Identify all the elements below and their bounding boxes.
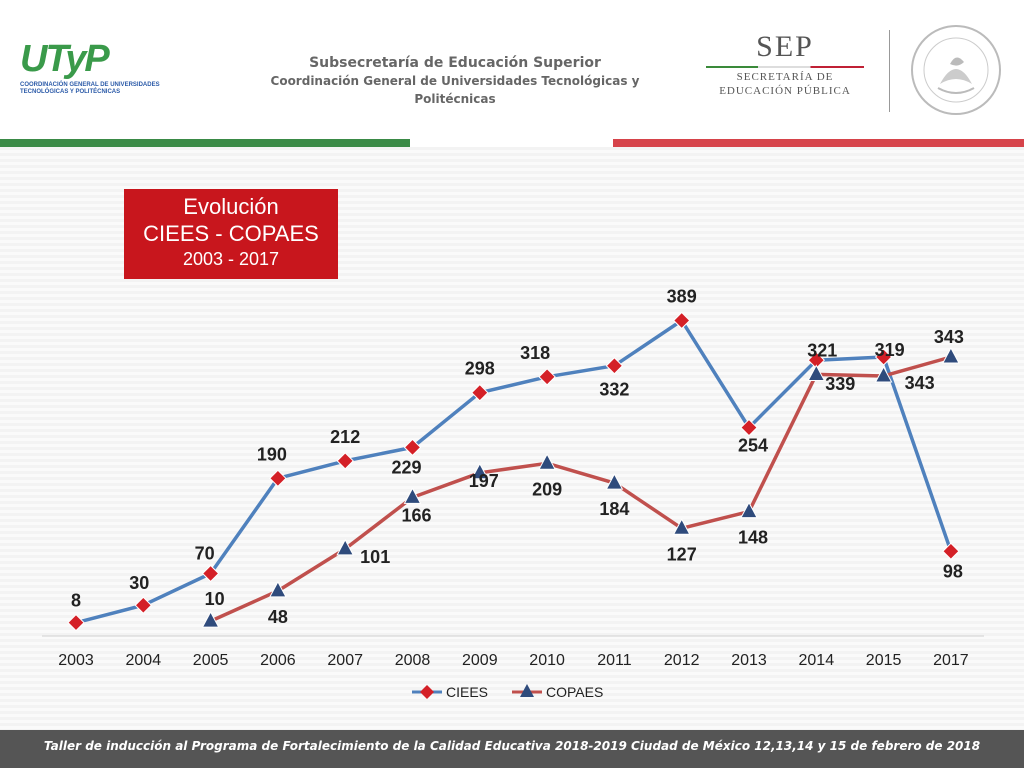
data-label: 209 [532, 479, 562, 499]
ciees-point [942, 542, 960, 560]
utp-logo-subtitle-1: COORDINACIÓN GENERAL DE UNIVERSIDADES [20, 82, 160, 88]
data-label: 343 [905, 373, 935, 393]
data-label: 339 [825, 374, 855, 394]
legend-marker-ciees [420, 685, 434, 699]
footer: Taller de inducción al Programa de Forta… [0, 730, 1024, 768]
data-label: 48 [268, 607, 288, 627]
ciees-point [134, 596, 153, 614]
data-label: 148 [738, 528, 768, 548]
ciees-point [269, 469, 287, 488]
national-seal-icon [911, 25, 1001, 115]
ciees-point [874, 348, 893, 366]
x-tick-label: 2009 [462, 652, 498, 669]
data-label: 229 [391, 457, 421, 477]
footer-text: Taller de inducción al Programa de Forta… [43, 739, 981, 753]
x-tick-label: 2015 [866, 652, 902, 669]
sep-line-2: EDUCACIÓN PÚBLICA [719, 85, 851, 97]
subsecretaria-label: Subsecretaría de Educación Superior [309, 55, 601, 71]
x-tick-label: 2011 [597, 652, 632, 669]
legend-label-ciees: CIEES [446, 684, 488, 700]
data-label: 101 [360, 547, 390, 567]
copaes-point [942, 346, 960, 364]
ciees-point [201, 564, 220, 583]
data-label: 318 [520, 343, 550, 363]
x-tick-label: 2017 [933, 652, 969, 669]
data-label: 190 [257, 444, 287, 464]
green-stripe [0, 139, 410, 147]
ciees-point [67, 613, 85, 632]
sep-tricolor-bar [706, 66, 864, 68]
copaes-point [269, 580, 287, 598]
copaes-point [201, 611, 220, 628]
header-divider [889, 30, 890, 112]
utp-logo: UTyP COORDINACIÓN GENERAL DE UNIVERSIDAD… [20, 40, 160, 110]
x-tick-label: 2008 [395, 652, 431, 669]
utp-logo-mark: UTyP [20, 38, 110, 80]
utp-logo-subtitle-2: TECNOLÓGICAS y POLITÉCNICAS [20, 89, 121, 95]
copaes-point [470, 462, 489, 480]
x-tick-label: 2004 [126, 652, 162, 669]
data-label: 321 [807, 340, 837, 360]
x-tick-label: 2010 [529, 652, 565, 669]
data-label: 254 [738, 436, 768, 456]
data-label: 389 [667, 287, 697, 307]
copaes-point [874, 365, 893, 383]
legend-marker-copaes [520, 684, 534, 697]
data-label: 298 [465, 359, 495, 379]
ciees-point [403, 438, 422, 457]
copaes-point [807, 364, 826, 381]
copaes-point [605, 473, 624, 490]
x-tick-label: 2012 [664, 652, 700, 669]
ciees-point [672, 311, 691, 330]
copaes-point [336, 538, 355, 556]
data-label: 127 [667, 544, 697, 564]
x-tick-label: 2014 [799, 652, 835, 669]
series-line-ciees [75, 318, 953, 625]
data-label: 10 [205, 589, 225, 609]
ciees-point [538, 368, 556, 386]
data-label: 8 [71, 591, 81, 611]
chart-title-line-3: 2003 - 2017 [182, 249, 280, 269]
x-tick-label: 2006 [260, 652, 296, 669]
copaes-point [538, 453, 556, 470]
sep-logo: SEP SECRETARÍA DE EDUCACIÓN PÚBLICA [700, 30, 870, 110]
sep-short: SEP [756, 30, 814, 63]
coordinacion-label: Coordinación General de Universidades Te… [270, 74, 640, 106]
chart-title-line-2: CIEES - COPAES [143, 221, 319, 246]
ciees-point [605, 357, 624, 375]
data-label: 184 [599, 499, 629, 519]
sep-line-1: SECRETARÍA DE [736, 71, 834, 83]
data-label: 166 [401, 505, 431, 525]
data-label: 332 [599, 380, 629, 400]
copaes-point [740, 501, 758, 519]
chart-title-box: Evolución CIEES - COPAES 2003 - 2017 [124, 189, 338, 279]
data-label: 197 [469, 471, 499, 491]
x-tick-label: 2007 [327, 652, 363, 669]
red-stripe [613, 139, 1024, 147]
ciees-point [740, 418, 758, 437]
data-label: 212 [330, 427, 360, 447]
copaes-point [672, 518, 691, 535]
copaes-point [403, 487, 422, 504]
data-label: 319 [875, 340, 905, 360]
chart-title-line-1: Evolución [183, 194, 279, 219]
data-label: 343 [934, 327, 964, 347]
data-label: 70 [195, 544, 215, 564]
x-tick-label: 2003 [58, 652, 94, 669]
ciees-point [471, 383, 489, 402]
data-label: 98 [943, 561, 963, 581]
x-tick-label: 2013 [731, 652, 767, 669]
x-tick-label: 2005 [193, 652, 229, 669]
header: UTyP COORDINACIÓN GENERAL DE UNIVERSIDAD… [0, 0, 1024, 138]
header-subtitle: Subsecretaría de Educación Superior Coor… [240, 54, 670, 108]
data-label: 30 [129, 573, 149, 593]
legend-label-copaes: COPAES [546, 684, 603, 700]
ciees-point [336, 452, 354, 470]
series-line-copaes [209, 355, 952, 623]
